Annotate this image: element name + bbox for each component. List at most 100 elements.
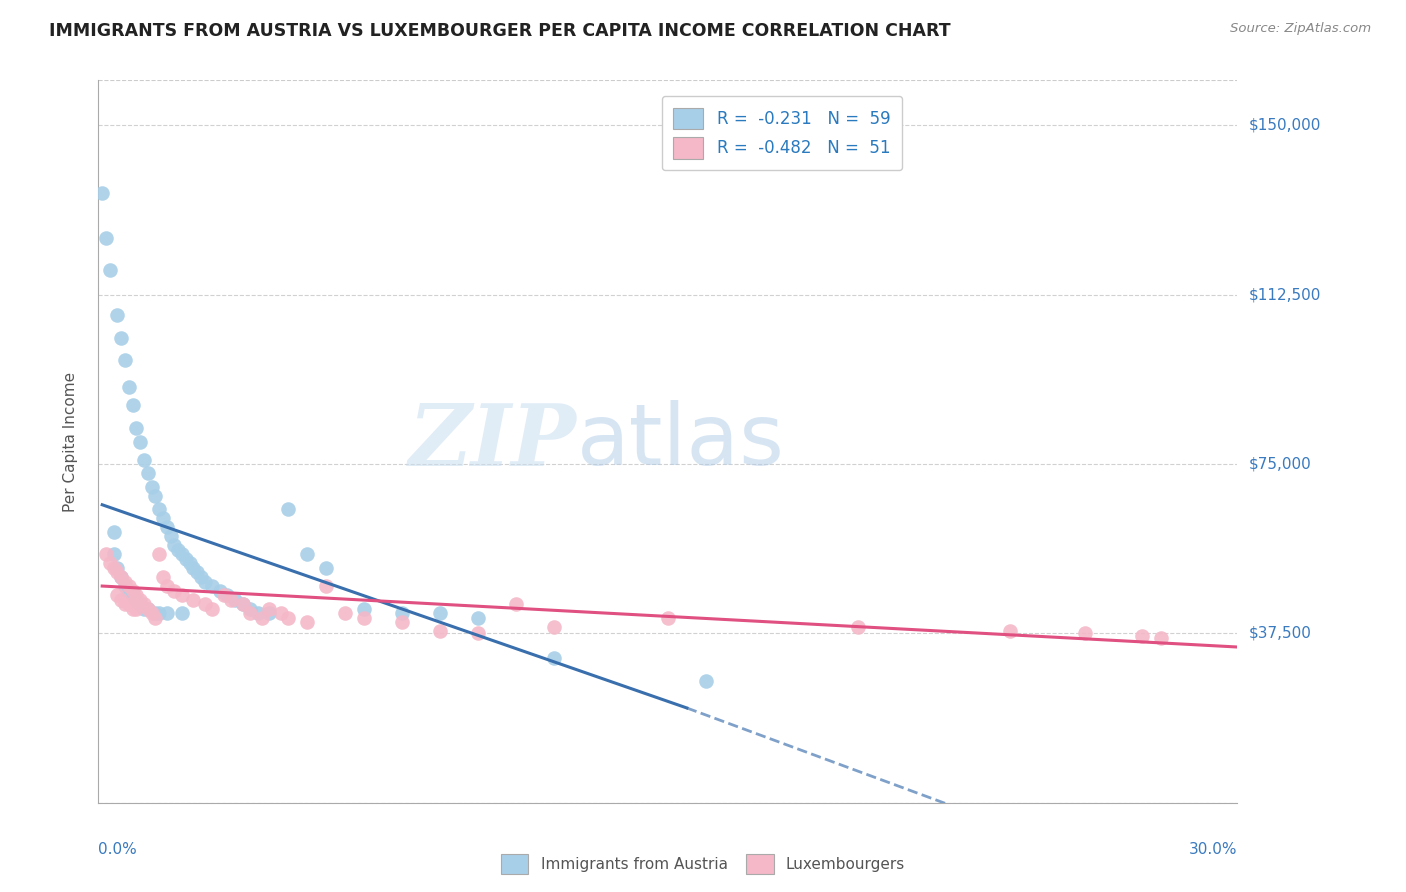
Point (107, 588, 129, 602)
Point (118, 597, 141, 611)
Text: $112,500: $112,500 (1249, 287, 1320, 302)
Point (114, 574, 136, 589)
Point (136, 601, 159, 615)
Point (429, 606, 451, 620)
Point (232, 597, 254, 611)
Point (246, 606, 269, 620)
Text: 30.0%: 30.0% (1189, 842, 1237, 856)
Point (163, 538, 186, 552)
Legend: Immigrants from Austria, Luxembourgers: Immigrants from Austria, Luxembourgers (495, 848, 911, 880)
Point (543, 651, 565, 665)
Point (277, 610, 299, 624)
Point (136, 601, 159, 615)
Point (148, 502, 170, 516)
Point (110, 570, 132, 584)
Point (132, 597, 155, 611)
Point (152, 570, 174, 584)
Point (121, 398, 143, 412)
Point (170, 588, 193, 602)
Point (98, 557, 121, 571)
Point (141, 606, 163, 620)
Point (259, 601, 281, 615)
Point (152, 511, 174, 525)
Point (156, 579, 179, 593)
Point (145, 606, 167, 620)
Point (1150, 631, 1173, 645)
Point (315, 579, 337, 593)
Text: atlas: atlas (576, 400, 785, 483)
Point (103, 548, 125, 562)
Point (212, 588, 235, 602)
Point (121, 601, 143, 615)
Point (297, 548, 319, 562)
Point (353, 601, 375, 615)
Point (170, 548, 193, 562)
Point (148, 548, 170, 562)
Point (186, 566, 208, 580)
Point (94, 231, 117, 245)
Point (110, 592, 132, 607)
Point (156, 520, 179, 534)
Point (118, 583, 141, 598)
Point (194, 597, 217, 611)
Point (121, 583, 143, 598)
Point (110, 570, 132, 584)
Point (163, 583, 186, 598)
Point (121, 588, 143, 602)
Point (543, 620, 565, 634)
Point (114, 579, 136, 593)
Point (846, 620, 869, 634)
Point (657, 610, 679, 624)
Point (110, 331, 132, 345)
Point (998, 624, 1021, 639)
Point (125, 588, 148, 602)
Y-axis label: Per Capita Income: Per Capita Income (63, 371, 77, 512)
Point (132, 452, 155, 467)
Point (194, 574, 217, 589)
Point (232, 597, 254, 611)
Point (159, 529, 181, 543)
Text: ZIP: ZIP (409, 400, 576, 483)
Point (141, 480, 163, 494)
Point (467, 610, 489, 624)
Point (145, 610, 167, 624)
Point (239, 606, 262, 620)
Point (429, 624, 451, 639)
Text: Source: ZipAtlas.com: Source: ZipAtlas.com (1230, 22, 1371, 36)
Text: IMMIGRANTS FROM AUSTRIA VS LUXEMBOURGER PER CAPITA INCOME CORRELATION CHART: IMMIGRANTS FROM AUSTRIA VS LUXEMBOURGER … (49, 22, 950, 40)
Point (91, 186, 114, 201)
Point (118, 380, 141, 394)
Point (136, 466, 159, 480)
Point (145, 489, 167, 503)
Point (1074, 626, 1097, 640)
Point (217, 588, 239, 602)
Point (170, 606, 193, 620)
Point (277, 502, 299, 516)
Point (107, 308, 129, 322)
Point (270, 606, 292, 620)
Point (103, 561, 125, 575)
Point (315, 561, 337, 575)
Point (118, 579, 141, 593)
Point (183, 592, 205, 607)
Point (129, 592, 152, 607)
Point (148, 606, 170, 620)
Text: $150,000: $150,000 (1249, 118, 1320, 133)
Point (391, 615, 413, 630)
Point (297, 615, 319, 630)
Point (467, 626, 489, 640)
Point (125, 592, 148, 607)
Point (107, 561, 129, 575)
Point (221, 592, 243, 607)
Point (239, 601, 262, 615)
Point (107, 566, 129, 580)
Point (174, 552, 197, 566)
Point (179, 557, 201, 571)
Point (183, 561, 205, 575)
Point (224, 592, 246, 607)
Point (103, 524, 125, 539)
Point (125, 601, 148, 615)
Point (335, 606, 357, 620)
Point (94, 548, 117, 562)
Point (695, 673, 717, 688)
